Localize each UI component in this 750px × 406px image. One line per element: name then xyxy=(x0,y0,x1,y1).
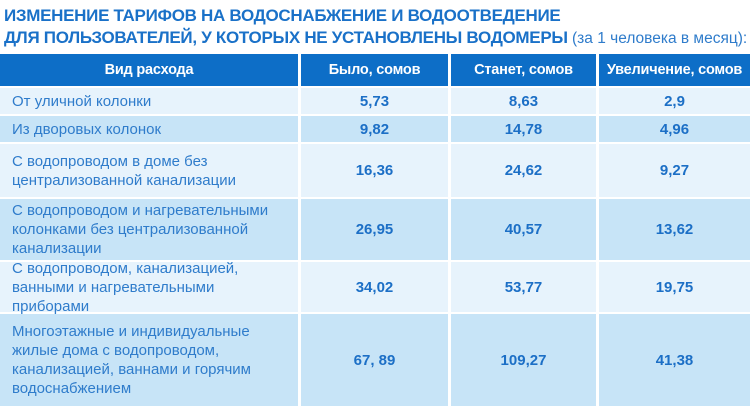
row-label: Из дворовых колонок xyxy=(0,116,298,142)
value-was: 16,36 xyxy=(301,144,448,197)
title-line1: ИЗМЕНЕНИЕ ТАРИФОВ НА ВОДОСНАБЖЕНИЕ И ВОД… xyxy=(4,6,561,25)
title-note: (за 1 человека в месяц): xyxy=(567,30,748,47)
row-label: От уличной колонки xyxy=(0,88,298,114)
header-cell-expense-type: Вид расхода xyxy=(0,54,298,86)
value-will: 24,62 xyxy=(451,144,596,197)
title-line2: ДЛЯ ПОЛЬЗОВАТЕЛЕЙ, У КОТОРЫХ НЕ УСТАНОВЛ… xyxy=(4,27,748,50)
header-cell-was: Было, сомов xyxy=(301,54,448,86)
value-will: 8,63 xyxy=(451,88,596,114)
title-line2-bold: ДЛЯ ПОЛЬЗОВАТЕЛЕЙ, У КОТОРЫХ НЕ УСТАНОВЛ… xyxy=(4,28,568,47)
row-label: Многоэтажные и индивидуальные жилые дома… xyxy=(0,314,298,406)
value-increase: 2,9 xyxy=(599,88,750,114)
header-cell-will-be: Станет, сомов xyxy=(451,54,596,86)
header-cell-increase: Увеличение, сомов xyxy=(599,54,750,86)
row-label: С водопроводом, канализацией, ванными и … xyxy=(0,260,298,315)
value-was: 26,95 xyxy=(301,199,448,260)
value-was: 34,02 xyxy=(301,262,448,312)
value-will: 40,57 xyxy=(451,199,596,260)
value-increase: 19,75 xyxy=(599,262,750,312)
value-increase: 4,96 xyxy=(599,116,750,142)
title-block: ИЗМЕНЕНИЕ ТАРИФОВ НА ВОДОСНАБЖЕНИЕ И ВОД… xyxy=(0,0,750,54)
row-label: С водопроводом и нагревательными колонка… xyxy=(0,199,298,260)
value-will: 14,78 xyxy=(451,116,596,142)
value-increase: 9,27 xyxy=(599,144,750,197)
value-will: 109,27 xyxy=(451,314,596,406)
value-increase: 41,38 xyxy=(599,314,750,406)
value-increase: 13,62 xyxy=(599,199,750,260)
value-will: 53,77 xyxy=(451,262,596,312)
value-was: 5,73 xyxy=(301,88,448,114)
value-was: 67, 89 xyxy=(301,314,448,406)
tariff-table: Вид расхода Было, сомов Станет, сомов Ув… xyxy=(0,54,750,406)
row-label: С водопроводом в доме без централизованн… xyxy=(0,144,298,197)
value-was: 9,82 xyxy=(301,116,448,142)
